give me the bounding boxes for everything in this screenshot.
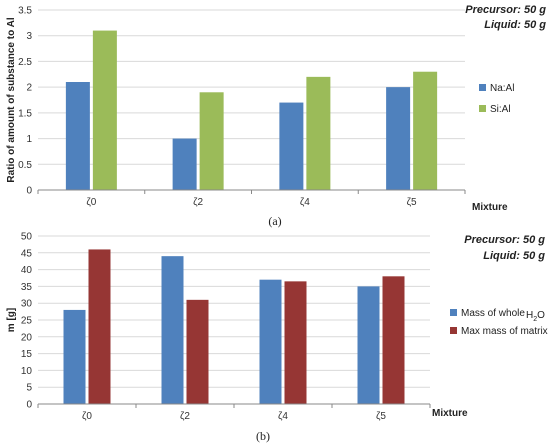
y-tick-label: 3.5	[18, 6, 32, 17]
bar-b-series1-3	[382, 276, 405, 404]
y-ticks-b: 0 5 10 15 20 25 30 35 40 45 50	[21, 232, 33, 411]
y-tick-label: 25	[21, 316, 33, 327]
x-tick-label: ζ0	[86, 197, 96, 208]
bar-a-series1-3	[413, 71, 438, 190]
precursor-note-b: Precursor: 50 g	[464, 234, 545, 246]
legend-swatch-mass-whole	[450, 309, 457, 316]
bars-a	[65, 30, 438, 191]
y-tick-label: 2.5	[18, 57, 32, 68]
x-tick-label: ζ2	[180, 411, 190, 422]
y-tick-label: 1	[26, 134, 32, 145]
panel-caption-b: (b)	[256, 429, 270, 443]
bar-a-series1-0	[92, 30, 117, 191]
y-tick-label: 0	[26, 186, 32, 197]
legend-swatch-max-matrix	[450, 327, 457, 334]
bar-a-series1-2	[306, 76, 331, 190]
x-tick-label: ζ2	[193, 197, 203, 208]
bar-a-series1-1	[199, 92, 224, 190]
y-tick-label: 10	[21, 366, 33, 377]
bar-a-series0-2	[279, 102, 304, 190]
chart-panel-b: 0 5 10 15 20 25 30 35 40 45 50 ζ0 ζ2 ζ4 ζ5 m [g] Mixt…	[6, 232, 548, 444]
liquid-note-a: Liquid: 50 g	[484, 19, 546, 31]
y-tick-label: 3	[26, 31, 32, 42]
x-tick-label: ζ4	[278, 411, 288, 422]
y-tick-label: 5	[26, 383, 32, 394]
legend-b: Mass of whole H2O Max mass of matrix	[450, 308, 548, 337]
y-axis-title-a: Ratio of amount of substance to Al	[6, 17, 17, 182]
legend-label-h2o: H2O	[526, 310, 545, 323]
x-ticks-b: ζ0 ζ2 ζ4 ζ5	[37, 404, 431, 422]
chart-panel-a: 0 0.5 1 1.5 2 2.5 3 3.5 ζ0 ζ2 ζ4 ζ5 Ratio of amoun…	[6, 4, 546, 228]
legend-swatch-na-al	[479, 84, 486, 91]
precursor-note-a: Precursor: 50 g	[465, 4, 546, 16]
bar-b-series1-0	[88, 249, 111, 404]
y-axis-title-b: m [g]	[6, 308, 17, 332]
y-ticks-a: 0 0.5 1 1.5 2 2.5 3 3.5	[18, 6, 32, 197]
bar-a-series0-1	[172, 138, 197, 190]
x-tick-label: ζ5	[407, 197, 417, 208]
x-tick-label: ζ5	[376, 411, 386, 422]
y-tick-label: 0.5	[18, 160, 32, 171]
y-tick-label: 40	[21, 265, 33, 276]
bar-b-series1-1	[186, 299, 209, 404]
legend-label-max-matrix: Max mass of matrix	[461, 326, 548, 337]
liquid-note-b: Liquid: 50 g	[483, 250, 545, 262]
legend-a: Na:Al Si:Al	[479, 83, 514, 115]
y-tick-label: 1.5	[18, 108, 32, 119]
bar-b-series0-2	[259, 279, 282, 404]
y-tick-label: 50	[21, 232, 33, 243]
x-tick-label: ζ0	[82, 411, 92, 422]
panel-caption-a: (a)	[268, 214, 281, 228]
legend-label-na-al: Na:Al	[490, 83, 514, 94]
y-tick-label: 15	[21, 349, 33, 360]
y-tick-label: 45	[21, 248, 33, 259]
bar-a-series0-3	[386, 87, 411, 190]
y-tick-label: 20	[21, 332, 33, 343]
legend-swatch-si-al	[479, 105, 486, 112]
y-tick-label: 0	[26, 400, 32, 411]
y-tick-label: 2	[26, 83, 32, 94]
bar-b-series1-2	[284, 281, 307, 404]
legend-label-mass-whole: Mass of whole	[461, 308, 525, 319]
x-tick-label: ζ4	[300, 197, 310, 208]
x-axis-title-b: Mixture	[432, 408, 468, 419]
y-tick-label: 30	[21, 299, 33, 310]
bar-b-series0-1	[161, 256, 184, 404]
x-ticks-a: ζ0 ζ2 ζ4 ζ5	[37, 190, 466, 208]
bars-b	[63, 249, 405, 404]
bar-b-series0-3	[357, 286, 380, 404]
bar-a-series0-0	[65, 82, 90, 190]
legend-label-si-al: Si:Al	[490, 104, 511, 115]
bar-b-series0-0	[63, 309, 86, 404]
x-axis-title-a: Mixture	[472, 202, 508, 213]
y-tick-label: 35	[21, 282, 33, 293]
